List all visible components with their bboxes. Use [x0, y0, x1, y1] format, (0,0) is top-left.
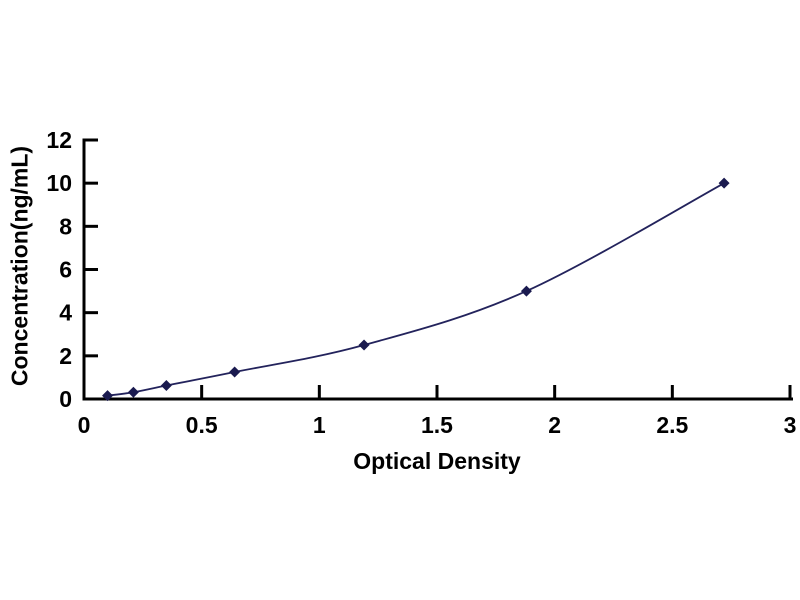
- y-axis-title: Concentration(ng/mL): [6, 145, 33, 387]
- x-tick-label: 2.5: [656, 412, 688, 438]
- data-point-marker: [229, 366, 241, 378]
- x-tick-label: 1.5: [421, 412, 453, 438]
- y-tick-label: 2: [59, 343, 72, 369]
- y-tick-label: 10: [46, 170, 72, 196]
- x-tick-label: 0.5: [186, 412, 218, 438]
- data-point-marker: [718, 177, 730, 189]
- y-tick-label: 8: [59, 213, 72, 239]
- y-tick-label: 12: [46, 127, 72, 153]
- y-tick-label: 4: [59, 300, 72, 326]
- data-point-marker: [102, 390, 114, 402]
- standard-curve-line: [107, 182, 725, 397]
- data-point-marker: [358, 339, 370, 351]
- data-point-marker: [160, 380, 172, 392]
- y-tick-label: 0: [59, 386, 72, 412]
- x-tick-label: 3: [784, 412, 797, 438]
- x-tick-label: 0: [78, 412, 91, 438]
- x-axis-title: Optical Density: [353, 448, 521, 474]
- y-tick-label: 6: [59, 257, 72, 283]
- data-point-marker: [127, 386, 139, 398]
- x-tick-label: 2: [548, 412, 561, 438]
- data-point-marker: [520, 285, 532, 297]
- x-tick-label: 1: [313, 412, 326, 438]
